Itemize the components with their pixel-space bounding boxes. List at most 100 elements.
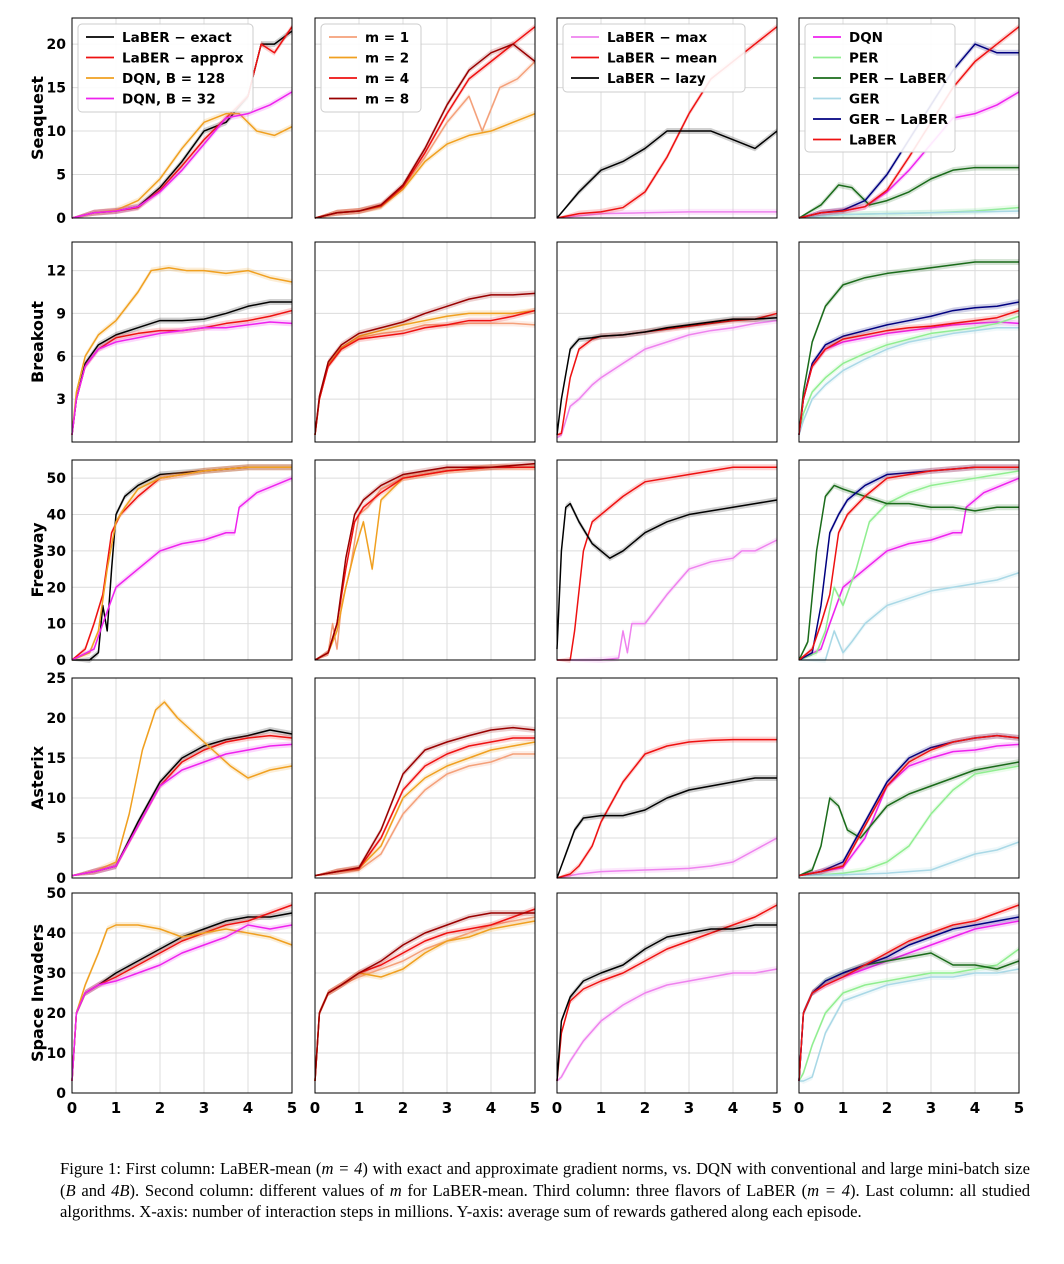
panel-frame (314, 17, 536, 219)
series-band-red (315, 307, 535, 436)
series-line-violet (556, 211, 777, 219)
series-line-darkred (314, 912, 535, 1082)
series-band-magenta (72, 922, 292, 1082)
series-line-darkred (314, 292, 536, 435)
legend-label: DQN, B = 32 (122, 92, 216, 108)
y-tick-label: 0 (56, 653, 66, 669)
x-tick-label: 4 (486, 1099, 496, 1117)
series-line-lightgreen (798, 765, 1020, 877)
series-line-lightblue (798, 210, 1020, 219)
y-tick-label: 40 (47, 926, 67, 942)
panel-frame (314, 677, 536, 879)
panel-r3-c2 (556, 677, 778, 879)
series-line-magenta (71, 477, 293, 661)
x-tick-label: 2 (398, 1099, 408, 1117)
panel-r3-c1 (314, 677, 536, 879)
panel-frame (798, 677, 1020, 879)
x-tick-label: 2 (882, 1099, 892, 1117)
panel-r1-c0 (71, 241, 293, 443)
panel-background (557, 893, 777, 1093)
series-band-orange (315, 110, 535, 219)
x-tick-label: 0 (552, 1099, 562, 1117)
series-line-darkgreen (798, 484, 1019, 661)
series-line-magenta (798, 743, 1020, 877)
panel-frame (314, 459, 536, 661)
x-tick-label: 5 (287, 1099, 297, 1117)
y-tick-label: 20 (47, 1006, 67, 1022)
panel-frame (71, 892, 293, 1094)
series-band-lightblue (799, 839, 1019, 878)
series-line-red (798, 26, 1020, 219)
y-tick-label: 20 (47, 580, 67, 596)
series-band-magenta (799, 741, 1019, 877)
panel-r3-c0 (71, 677, 293, 879)
legend-label: m = 2 (365, 51, 409, 67)
y-tick-label: 12 (47, 264, 66, 280)
series-line-darkgreen (798, 261, 1019, 435)
series-line-black (71, 301, 292, 435)
panel-r2-c0 (71, 459, 293, 663)
series-line-black (556, 499, 778, 650)
x-tick-label: 3 (199, 1099, 209, 1117)
caption-math-2: B (65, 1180, 76, 1200)
legend-col-0: LaBER − exact LaBER − approx DQN, B = 128 D… (77, 23, 254, 113)
y-tick-label: 5 (56, 831, 66, 847)
y-tick-label: 20 (47, 711, 67, 727)
caption-text-1: Figure 1: First column: LaBER-mean ( (60, 1159, 322, 1178)
figure-caption: Figure 1: First column: LaBER-mean (m = … (60, 1158, 1030, 1223)
legend-label: DQN, B = 128 (122, 71, 225, 87)
legend-box (77, 23, 254, 113)
series-line-darkgreen (798, 761, 1020, 877)
series-band-red (315, 23, 535, 219)
panel-frame (314, 241, 536, 443)
panel-frame (71, 241, 293, 443)
legend-label: GER (849, 92, 880, 108)
series-band-lightgreen (799, 313, 1019, 436)
row-label-4: Space Invaders (28, 924, 47, 1062)
panel-r4-c3 (798, 892, 1020, 1094)
series-band-lightgreen (799, 204, 1019, 219)
series-line-lightgreen (798, 948, 1020, 1082)
panel-r4-c0 (71, 892, 293, 1094)
x-tick-label: 4 (970, 1099, 980, 1117)
series-line-violet (556, 319, 778, 439)
y-tick-label: 50 (47, 886, 67, 902)
series-line-black (556, 777, 777, 879)
legend-label: PER (849, 51, 879, 67)
legend-label: DQN (849, 30, 883, 46)
caption-text-3: and (75, 1180, 112, 1200)
series-line-navy (798, 301, 1020, 435)
series-line-darkred (314, 462, 536, 661)
x-tick-label: 0 (310, 1099, 320, 1117)
legend-box (320, 23, 422, 113)
y-tick-label: 0 (56, 1086, 66, 1102)
panel-background (799, 893, 1019, 1093)
series-line-black (556, 316, 778, 435)
y-tick-label: 10 (47, 617, 67, 633)
series-line-magenta (71, 924, 293, 1082)
series-band-red (557, 902, 777, 1082)
y-tick-label: 20 (47, 37, 67, 53)
series-band-magenta (72, 741, 292, 877)
series-band-salmon (315, 914, 535, 1082)
series-line-orange (71, 701, 293, 877)
series-line-orange (71, 466, 292, 661)
panel-r4-c2 (556, 892, 778, 1094)
series-line-lightblue (798, 326, 1019, 436)
legend-label: LaBER (849, 133, 897, 149)
x-tick-label: 4 (243, 1099, 253, 1117)
panel-frame (71, 677, 293, 879)
y-tick-label: 10 (47, 1046, 67, 1062)
legend-label: LaBER − mean (607, 51, 717, 67)
panel-r4-c1 (314, 892, 536, 1094)
panel-r1-c3 (798, 241, 1020, 443)
x-tick-label: 2 (640, 1099, 650, 1117)
series-line-red (798, 309, 1020, 435)
x-tick-label: 1 (838, 1099, 848, 1117)
series-band-magenta (799, 918, 1019, 1082)
x-tick-label: 3 (926, 1099, 936, 1117)
series-line-darkred (314, 726, 536, 877)
legend-label: LaBER − approx (122, 51, 244, 67)
panel-frame (798, 17, 1020, 219)
panel-frame (314, 892, 536, 1094)
